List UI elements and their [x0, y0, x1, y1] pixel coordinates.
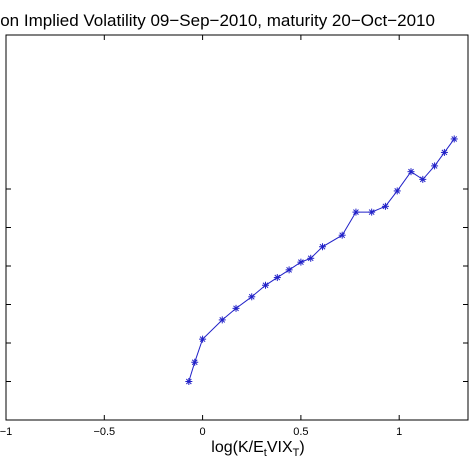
data-point-14: [368, 208, 376, 216]
data-point-18: [419, 175, 427, 183]
x-tick-label-2: 0: [200, 426, 206, 438]
data-point-7: [273, 274, 281, 282]
x-axis-ticks: −1 −0.5 0 0.5 1: [0, 35, 402, 438]
series-polyline: [188, 138, 455, 382]
data-point-16: [393, 187, 401, 195]
y-axis-ticks: [6, 188, 468, 382]
data-point-15: [381, 202, 389, 210]
series-points: [185, 135, 458, 385]
data-point-21: [450, 135, 458, 143]
chart-title: Option Implied Volatility 09−Sep−2010, m…: [0, 11, 435, 30]
data-point-11: [319, 243, 327, 251]
series-line: [188, 138, 455, 382]
data-point-10: [307, 254, 315, 262]
data-point-13: [352, 208, 360, 216]
data-point-6: [262, 281, 270, 289]
data-point-9: [297, 258, 305, 266]
data-point-8: [285, 266, 293, 274]
data-point-5: [248, 293, 256, 301]
data-point-12: [338, 231, 346, 239]
x-axis-label: log(K/EtVIXT): [211, 439, 304, 459]
data-point-0: [185, 378, 193, 385]
x-tick-label-4: 1: [396, 426, 402, 438]
data-point-3: [218, 316, 226, 324]
x-tick-label-1: −0.5: [93, 426, 115, 438]
data-point-1: [191, 358, 199, 366]
x-tick-label-0: −1: [0, 426, 12, 438]
data-point-2: [199, 335, 207, 343]
data-point-17: [407, 168, 415, 176]
data-point-20: [440, 148, 448, 156]
plot-area: [5, 34, 469, 421]
data-point-19: [431, 162, 439, 170]
data-point-4: [232, 304, 240, 312]
x-tick-label-3: 0.5: [293, 426, 308, 438]
